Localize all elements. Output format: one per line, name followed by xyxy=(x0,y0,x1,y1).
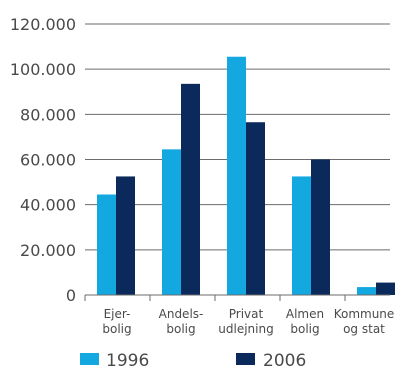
category-label-line: udlejning xyxy=(218,322,273,336)
legend-label-1996: 1996 xyxy=(106,351,149,371)
legend: 1996 2006 xyxy=(80,351,306,371)
bar-2006-0 xyxy=(116,176,135,295)
category-label-line: Andels- xyxy=(159,307,204,321)
y-tick-label: 40.000 xyxy=(20,196,76,215)
category-label: Ejer-bolig xyxy=(102,307,131,336)
bar-1996-2 xyxy=(227,56,246,295)
category-label-line: og stat xyxy=(343,322,385,336)
y-tick-label: 100.000 xyxy=(10,60,76,79)
category-label: Privat udlejning xyxy=(218,307,273,336)
y-tick-label: 60.000 xyxy=(20,151,76,170)
category-label: Kommune og stat xyxy=(334,307,395,336)
category-label-line: bolig xyxy=(290,322,319,336)
bar-2006-4 xyxy=(376,282,395,295)
category-label: Andels-bolig xyxy=(159,307,204,336)
y-tick-label: 120.000 xyxy=(10,15,76,34)
bar-1996-3 xyxy=(292,176,311,295)
bar-1996-4 xyxy=(357,287,376,295)
bar-2006-2 xyxy=(246,122,265,295)
bar-2006-3 xyxy=(311,159,330,295)
bar-1996-0 xyxy=(97,194,116,295)
legend-swatch-1996 xyxy=(80,353,99,365)
category-label-line: Ejer- xyxy=(104,307,131,321)
legend-swatch-2006 xyxy=(236,353,255,365)
category-label-line: Privat xyxy=(229,307,264,321)
y-axis-ticks: 0 20.000 40.000 60.000 80.000 100.000 120.000 xyxy=(10,15,76,305)
category-label-line: Kommune xyxy=(334,307,395,321)
legend-label-2006: 2006 xyxy=(263,351,306,371)
category-label-line: Almen xyxy=(286,307,324,321)
y-tick-label: 0 xyxy=(66,286,76,305)
category-label-line: bolig xyxy=(166,322,195,336)
bar-1996-1 xyxy=(162,149,181,295)
category-label: Almen bolig xyxy=(286,307,324,336)
y-tick-label: 20.000 xyxy=(20,241,76,260)
bar-2006-1 xyxy=(181,83,200,296)
bars xyxy=(97,56,395,296)
y-tick-label: 80.000 xyxy=(20,105,76,124)
category-label-line: bolig xyxy=(102,322,131,336)
